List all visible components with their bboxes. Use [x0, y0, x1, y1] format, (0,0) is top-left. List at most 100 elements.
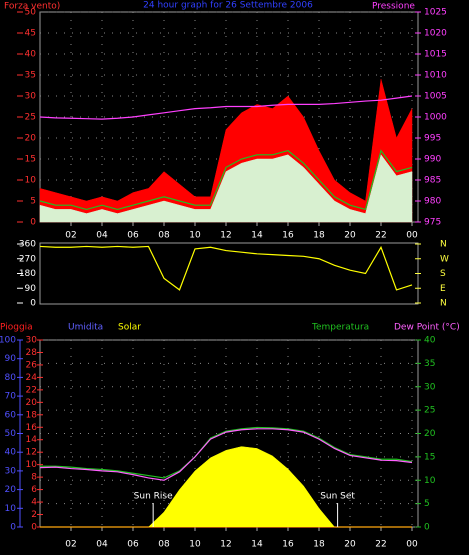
tick-label: 1025: [424, 8, 447, 18]
tick-label: N: [440, 299, 447, 309]
line: [39, 95, 413, 120]
tick-label: 40: [424, 336, 436, 346]
tick-label: 20: [26, 398, 38, 408]
tick-label: 15: [25, 155, 36, 165]
x-tick-label: 14: [251, 540, 263, 550]
x-tick-label: 18: [313, 231, 325, 241]
tick-label: 18: [26, 410, 38, 420]
tick-label: 0: [424, 523, 430, 533]
tick-label: 26: [26, 360, 38, 370]
x-tick-label: 14: [251, 231, 263, 241]
tick-label: E: [440, 284, 446, 294]
legend-label: Dew Point (°C): [394, 323, 460, 333]
x-tick-label: 02: [65, 540, 76, 550]
tick-label: 28: [26, 348, 38, 358]
x-tick-label: 10: [189, 540, 201, 550]
x-tick-label: 22: [375, 231, 386, 241]
tick-label: 100: [0, 336, 16, 346]
tick-label: 0: [31, 523, 37, 533]
tick-label: 5: [424, 499, 430, 509]
tick-label: 20: [5, 485, 17, 495]
tick-label: 30: [424, 382, 436, 392]
tick-label: 16: [26, 423, 38, 433]
x-tick-label: 00: [406, 540, 418, 550]
x-tick-label: 08: [158, 540, 170, 550]
x-tick-label: 20: [344, 540, 356, 550]
tick-label: 1005: [424, 92, 447, 102]
tick-label: 1020: [424, 29, 447, 39]
area: [39, 154, 413, 223]
tick-label: N: [440, 240, 447, 250]
tick-label: 35: [25, 71, 36, 81]
tick-label: 975: [424, 218, 441, 228]
legend-label: Temperatura: [311, 323, 369, 333]
tick-label: 15: [424, 452, 435, 462]
legend-label: Solar: [118, 323, 141, 333]
tick-label: 995: [424, 134, 441, 144]
tick-label: 20: [25, 134, 37, 144]
tick-label: 40: [25, 50, 37, 60]
tick-label: 0: [30, 299, 36, 309]
tick-label: 10: [26, 460, 38, 470]
x-tick-label: 02: [65, 231, 76, 241]
tick-label: 1015: [424, 50, 447, 60]
x-tick-label: 12: [220, 540, 231, 550]
x-tick-label: 06: [127, 231, 139, 241]
tick-label: 4: [31, 498, 37, 508]
y2-axis-label: Pressione: [372, 2, 415, 12]
y-axis-label: Forza vento): [4, 2, 60, 12]
tick-label: 1010: [424, 71, 447, 81]
x-tick-label: 06: [127, 540, 139, 550]
x-tick-label: 16: [282, 231, 294, 241]
tick-label: 30: [26, 336, 38, 346]
tick-label: 60: [5, 410, 17, 420]
x-tick-label: 16: [282, 540, 294, 550]
tick-label: 6: [31, 485, 37, 495]
line: [40, 426, 413, 479]
tick-label: 25: [25, 113, 36, 123]
tick-label: 14: [26, 435, 38, 445]
tick-label: 10: [424, 476, 436, 486]
annotation: Sun Rise: [134, 492, 173, 502]
x-tick-label: 04: [96, 231, 108, 241]
tick-label: 10: [25, 176, 37, 186]
y-axis-label: Umidita: [68, 323, 103, 333]
tick-label: 70: [5, 392, 17, 402]
x-tick-label: 00: [406, 231, 418, 241]
tick-label: 1000: [424, 113, 447, 123]
tick-label: 40: [5, 448, 17, 458]
tick-label: 985: [424, 176, 441, 186]
tick-label: 90: [5, 354, 17, 364]
tick-label: 35: [424, 359, 435, 369]
x-tick-label: 08: [158, 231, 170, 241]
tick-label: 180: [19, 269, 36, 279]
x-tick-label: 22: [375, 540, 386, 550]
x-tick-label: 10: [189, 231, 201, 241]
tick-label: 10: [5, 504, 17, 514]
chart-title: 24 hour graph for 26 Settembre 2006: [143, 1, 313, 11]
tick-label: 30: [25, 92, 37, 102]
x-tick-label: 12: [220, 231, 231, 241]
line: [39, 149, 413, 211]
tick-label: 990: [424, 155, 441, 165]
tick-label: 90: [25, 284, 37, 294]
x-tick-label: 04: [96, 540, 108, 550]
tick-label: 30: [5, 466, 17, 476]
tick-label: 0: [10, 523, 16, 533]
line: [39, 428, 413, 481]
tick-label: 0: [30, 218, 36, 228]
tick-label: 80: [5, 373, 17, 383]
tick-label: W: [440, 254, 449, 264]
tick-label: 5: [30, 197, 36, 207]
tick-label: 50: [25, 8, 37, 18]
tick-label: 360: [19, 240, 36, 250]
tick-label: 25: [424, 406, 435, 416]
line: [39, 245, 413, 291]
area: [40, 446, 412, 528]
tick-label: 980: [424, 197, 441, 207]
tick-label: 22: [26, 385, 37, 395]
tick-label: 50: [5, 429, 17, 439]
tick-label: 270: [19, 254, 36, 264]
legend-label: Pioggia: [0, 323, 33, 333]
